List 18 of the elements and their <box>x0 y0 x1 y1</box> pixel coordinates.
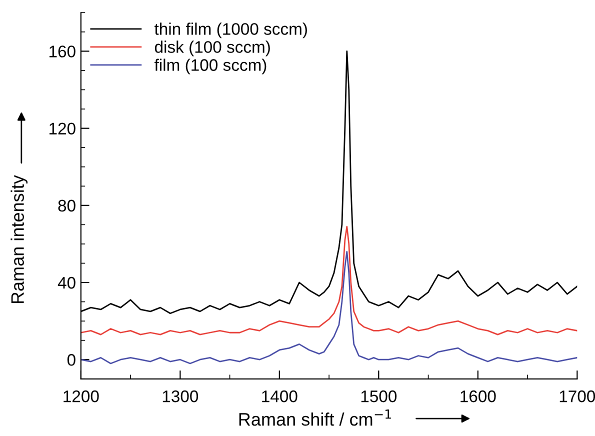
y-tick-label: 120 <box>50 122 76 134</box>
y-tick-label: 80 <box>58 200 76 212</box>
y-tick-label: 0 <box>67 354 76 366</box>
x-tick-label: 1400 <box>262 390 298 402</box>
y-axis-title: Raman intensity <box>10 175 28 304</box>
y-tick-label: 40 <box>58 276 76 289</box>
x-tick-label: 1600 <box>460 390 496 402</box>
x-axis-title: Raman shift / cm$^{−1}$ <box>239 409 391 426</box>
x-tick-label: 1200 <box>64 390 99 402</box>
line-series <box>80 250 578 364</box>
y-tick-label: 160 <box>50 46 76 58</box>
x-tick-label: 1700 <box>560 390 595 402</box>
line-series <box>80 226 578 336</box>
legend-label: film (100 sccm) <box>154 58 266 74</box>
x-tick-label: 1300 <box>162 390 198 402</box>
legend-label: disk (100 sccm) <box>154 40 270 56</box>
legend-label: thin film (1000 sccm) <box>154 22 307 38</box>
x-tick-label: 1500 <box>361 390 397 402</box>
